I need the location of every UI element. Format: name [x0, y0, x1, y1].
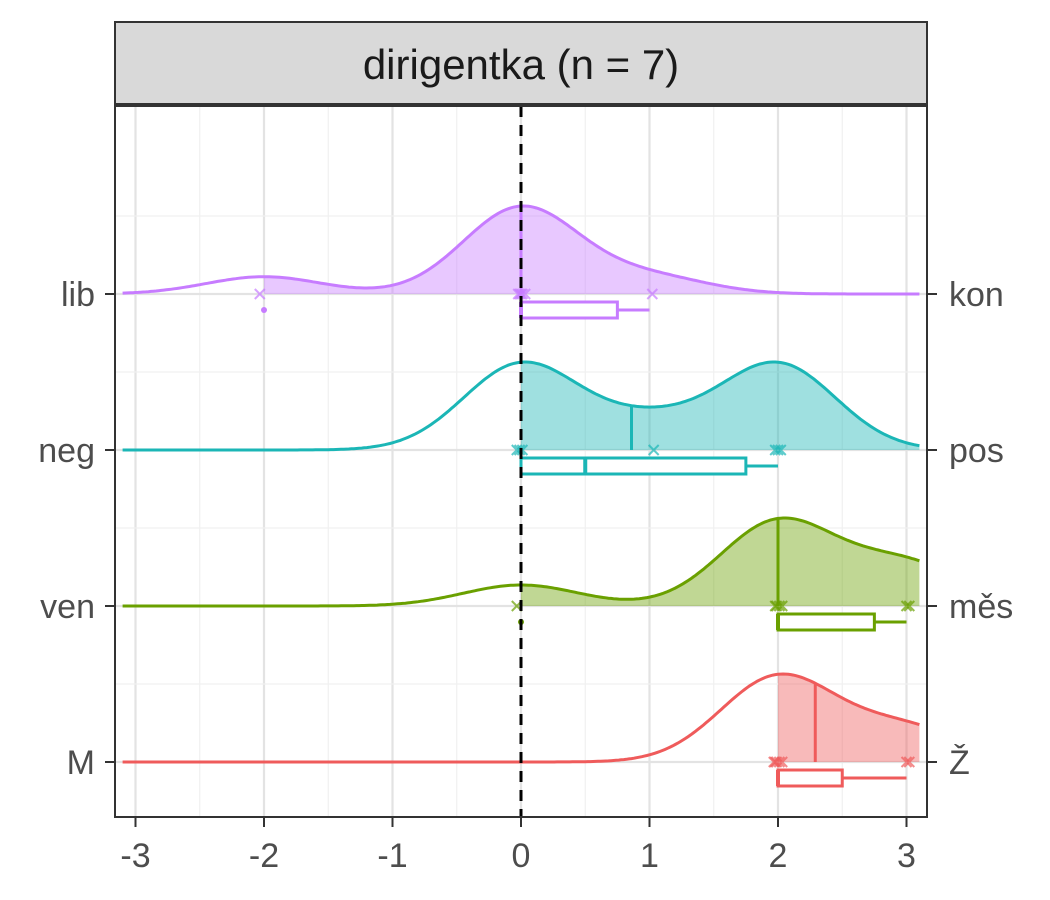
data-point-x — [903, 756, 916, 768]
y-axis-right: kon pos měs Ž — [927, 276, 1013, 782]
density-area — [521, 518, 920, 606]
data-point-x — [900, 600, 913, 612]
y-label-right: kon — [949, 276, 1004, 314]
density-area — [264, 206, 920, 294]
x-tick-label: 1 — [640, 837, 659, 875]
x-axis: -3 -2 -1 0 1 2 3 — [120, 817, 916, 875]
data-point-x — [515, 288, 527, 300]
data-point-x — [900, 756, 913, 768]
box-iqr — [776, 612, 876, 632]
data-point-x — [769, 756, 781, 768]
box-iqr — [519, 300, 619, 320]
y-label-right: měs — [949, 588, 1013, 626]
x-tick-label: -3 — [120, 837, 150, 875]
x-tick-label: 0 — [512, 837, 531, 875]
data-point-x — [773, 756, 786, 768]
x-tick-label: 2 — [769, 837, 788, 875]
y-label-right: pos — [949, 432, 1004, 470]
x-tick-label: -2 — [249, 837, 279, 875]
data-point-x — [772, 444, 784, 456]
data-point-x — [646, 288, 659, 300]
density-area — [778, 674, 920, 762]
y-label-left: neg — [38, 432, 95, 470]
x-tick-label: -1 — [377, 837, 407, 875]
data-point-x — [773, 600, 786, 612]
x-tick-label: 3 — [897, 837, 916, 875]
y-label-left: ven — [40, 588, 95, 626]
ridges — [122, 204, 920, 788]
data-point-x — [647, 444, 660, 456]
data-point-x — [254, 288, 266, 300]
facet-strip — [114, 21, 928, 105]
box-iqr — [519, 456, 748, 476]
y-axis-left: lib neg ven M — [38, 276, 115, 782]
y-label-left: M — [67, 744, 95, 782]
facet-strip-title: dirigentka (n = 7) — [363, 41, 679, 88]
box-outlier — [261, 307, 267, 313]
box-iqr — [776, 768, 844, 788]
data-point-x — [775, 444, 787, 456]
data-point-x — [769, 600, 781, 612]
data-point-x — [903, 600, 916, 612]
y-label-right: Ž — [949, 744, 970, 782]
y-label-left: lib — [61, 276, 95, 314]
